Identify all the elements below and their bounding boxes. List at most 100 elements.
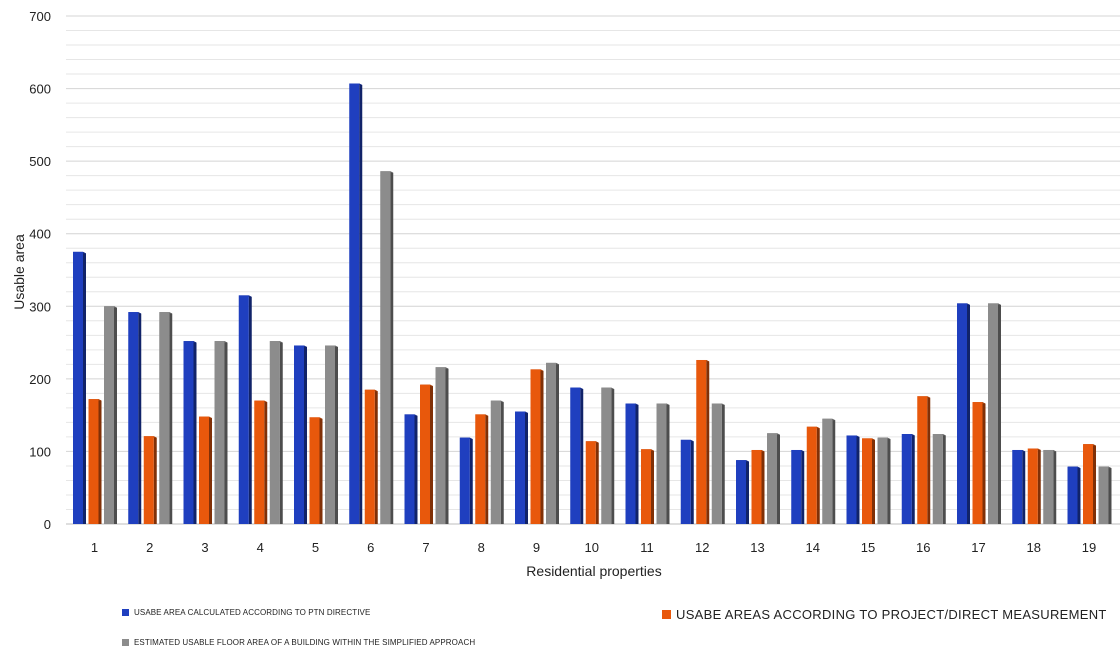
bar-side [556,362,559,524]
bar-direct-measurement [751,449,762,524]
legend-label-ptn-directive: USABE AREA CALCULATED ACCORDING TO PTN D… [134,608,371,617]
x-tick-label: 8 [478,540,485,555]
bar-direct-measurement [475,414,486,524]
bar-direct-measurement [806,426,817,524]
x-tick-label: 3 [201,540,208,555]
bar-side [982,402,986,524]
y-tick-label: 100 [29,444,51,459]
bar-side [304,345,307,524]
bar-simplified-approach [269,341,280,524]
y-axis-title: Usable area [11,234,27,310]
bar-side [224,341,228,524]
bar-simplified-approach [932,434,943,524]
bar-ptn-directive [625,403,636,524]
bar-side [445,367,449,524]
bars [73,83,1112,525]
bar-direct-measurement [530,369,541,524]
bar-simplified-approach [380,171,391,524]
bar-simplified-approach [822,418,833,524]
bar-side [580,387,584,524]
x-tick-label: 14 [806,540,820,555]
bar-side [1022,449,1026,524]
bar-ptn-directive [459,437,470,524]
bar-side [801,449,805,524]
bar-direct-measurement [199,416,209,524]
bar-side [248,295,252,524]
legend-item-simplified-approach: ESTIMATED USABLE FLOOR AREA OF A BUILDIN… [122,638,475,647]
bar-side [1093,444,1096,524]
bar-side [927,396,931,524]
bar-side [611,387,615,524]
x-axis-title: Residential properties [526,563,661,579]
bar-side [335,345,338,524]
bar-simplified-approach [988,303,998,524]
bar-side [887,437,891,524]
x-tick-label: 15 [861,540,875,555]
bar-ptn-directive [128,312,139,524]
bar-simplified-approach [546,362,556,524]
bar-simplified-approach [325,345,335,524]
y-tick-label: 0 [44,517,51,532]
legend-swatch-direct-measurement [662,610,671,619]
bar-side [856,435,860,524]
bar-direct-measurement [862,438,872,524]
bar-side [967,303,970,524]
bar-side [430,384,433,524]
bar-ptn-directive [901,434,912,524]
bar-direct-measurement [1083,444,1093,524]
x-tick-label: 11 [640,540,654,555]
bar-side [1077,466,1081,524]
legend-label-direct-measurement: USABE AREAS ACCORDING TO PROJECT/DIRECT … [676,607,1107,622]
x-tick-label: 1 [91,540,98,555]
bar-direct-measurement [309,417,320,524]
bar-direct-measurement [88,399,99,524]
bar-side [359,83,363,525]
bar-side [832,418,836,524]
bar-direct-measurement [972,402,983,524]
bar-simplified-approach [711,403,722,524]
x-tick-label: 4 [257,540,264,555]
bar-ptn-directive [294,345,304,524]
bar-side [998,303,1001,524]
bar-direct-measurement [364,389,375,524]
x-tick-label: 12 [695,540,709,555]
x-tick-label: 7 [422,540,429,555]
legend-swatch-ptn-directive [122,609,129,616]
bar-ptn-directive [791,449,802,524]
bar-ptn-directive [238,295,249,524]
bar-side [635,403,639,524]
x-tick-label: 17 [971,540,985,555]
bar-side [114,306,117,524]
bar-simplified-approach [435,367,446,524]
bar-simplified-approach [490,400,501,524]
bar-side [872,438,875,524]
bar-ptn-directive [73,251,83,524]
bar-direct-measurement [696,359,707,524]
x-tick-label: 16 [916,540,930,555]
bar-direct-measurement [420,384,430,524]
bar-ptn-directive [404,414,415,524]
bar-simplified-approach [1098,466,1109,524]
y-tick-label: 400 [29,227,51,242]
bar-direct-measurement [917,396,928,524]
x-tick-label: 18 [1027,540,1041,555]
bar-side [651,449,654,524]
bar-side [264,400,268,524]
bar-side [98,399,102,524]
bar-side [666,403,670,524]
bar-side [525,411,528,524]
bar-side [153,436,157,524]
legend-item-direct-measurement: USABE AREAS ACCORDING TO PROJECT/DIRECT … [662,607,1107,622]
bar-ptn-directive [1067,466,1078,524]
y-tick-label: 500 [29,154,51,169]
bar-direct-measurement [1027,448,1038,524]
bar-ptn-directive [846,435,857,524]
y-tick-label: 300 [29,299,51,314]
bar-side [1037,448,1041,524]
bar-ptn-directive [349,83,360,525]
bar-ptn-directive [1012,449,1023,524]
legend-swatch-simplified-approach [122,639,129,646]
bar-side [500,400,504,524]
bar-side [374,389,378,524]
